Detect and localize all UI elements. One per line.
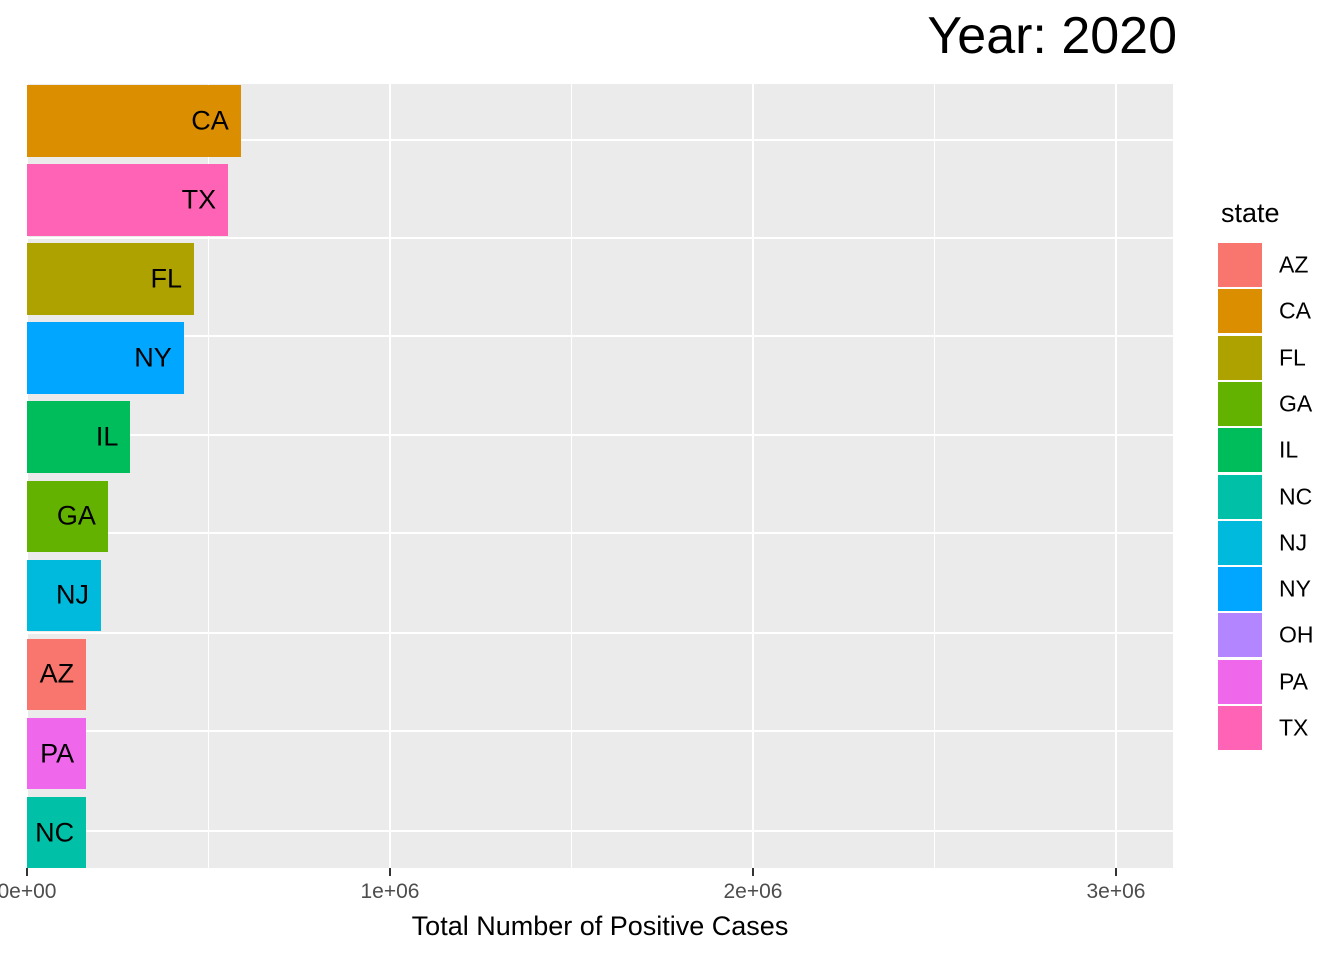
bar-NJ: NJ	[27, 559, 102, 632]
gridline-y-major	[27, 433, 1173, 437]
legend-swatch-GA	[1218, 381, 1262, 426]
legend-label: FL	[1279, 344, 1306, 371]
legend-item-OH: OH	[1200, 613, 1344, 658]
legend-title: state	[1221, 198, 1280, 228]
gridline-x-major	[1114, 84, 1118, 868]
bar-label-TX: TX	[181, 184, 217, 215]
gridline-x-minor	[570, 84, 573, 868]
legend-item-GA: GA	[1200, 381, 1344, 426]
legend-item-FL: FL	[1200, 335, 1344, 380]
legend-item-PA: PA	[1200, 659, 1344, 704]
gridline-y-minor	[27, 730, 1173, 732]
x-tick-mark	[1115, 868, 1117, 876]
gridline-y-minor	[27, 139, 1173, 141]
legend-item-NY: NY	[1200, 567, 1344, 612]
legend-item-IL: IL	[1200, 428, 1344, 473]
legend-label: GA	[1279, 390, 1313, 417]
plot-title: Year: 2020	[927, 7, 1177, 65]
gridline-x-minor	[207, 84, 210, 868]
legend-item-TX: TX	[1200, 706, 1344, 750]
x-tick-mark	[26, 868, 28, 876]
x-tick-mark	[752, 868, 754, 876]
x-tick-label: 0e+00	[0, 880, 57, 903]
legend-swatch-PA	[1218, 659, 1262, 704]
gridline-x-major	[751, 84, 755, 868]
legend-swatch-NY	[1218, 567, 1262, 612]
bar-label-NY: NY	[134, 342, 172, 373]
bar-label-GA: GA	[56, 500, 96, 531]
gridline-y-minor	[27, 532, 1173, 534]
bar-label-PA: PA	[40, 738, 75, 769]
legend-swatch-FL	[1218, 335, 1262, 380]
gridline-x-minor	[933, 84, 936, 868]
legend-swatch-TX	[1218, 706, 1262, 750]
legend-swatch-IL	[1218, 428, 1262, 473]
bar-IL: IL	[27, 401, 131, 473]
bar-label-CA: CA	[191, 105, 229, 136]
bar-label-AZ: AZ	[39, 658, 75, 689]
x-tick-mark	[389, 868, 391, 876]
gridline-y-minor	[27, 335, 1173, 337]
legend-label: IL	[1279, 436, 1299, 463]
legend-item-NJ: NJ	[1200, 520, 1344, 565]
bar-label-NC: NC	[35, 817, 75, 848]
gridline-x-major	[388, 84, 392, 868]
legend: state AZ CA FL GA IL NC NJ NY OH PA TX	[1200, 190, 1344, 760]
x-tick-label: 1e+06	[360, 880, 420, 903]
legend-swatch-AZ	[1218, 243, 1262, 287]
bar-AZ: AZ	[27, 638, 87, 711]
bar-TX: TX	[27, 164, 229, 236]
bar-label-NJ: NJ	[56, 579, 90, 610]
gridline-y-major	[27, 236, 1173, 240]
bar-GA: GA	[27, 480, 108, 552]
gridline-y-major	[27, 631, 1173, 635]
legend-label: NJ	[1279, 529, 1308, 556]
gridline-y-major	[27, 829, 1173, 833]
bar-label-FL: FL	[150, 263, 182, 294]
bar-CA: CA	[27, 85, 241, 157]
legend-label: AZ	[1279, 251, 1309, 278]
bar-PA: PA	[27, 717, 87, 790]
plot-panel: CA TX FL NY IL GA NJ AZ PA NC	[27, 84, 1173, 868]
bar-NY: NY	[27, 322, 184, 394]
legend-label: OH	[1279, 621, 1314, 648]
x-tick-label: 3e+06	[1086, 880, 1146, 903]
legend-swatch-NJ	[1218, 520, 1262, 565]
legend-swatch-OH	[1218, 613, 1262, 658]
bar-NC: NC	[27, 796, 87, 868]
bar-label-IL: IL	[95, 421, 119, 452]
gridline-x-major	[27, 84, 29, 868]
x-axis-title: Total Number of Positive Cases	[411, 911, 789, 941]
legend-label: NC	[1279, 483, 1313, 509]
bar-FL: FL	[27, 243, 194, 315]
legend-label: PA	[1279, 668, 1308, 695]
legend-item-AZ: AZ	[1200, 243, 1344, 287]
legend-item-CA: CA	[1200, 289, 1344, 334]
legend-label: CA	[1279, 297, 1311, 324]
legend-label: NY	[1279, 575, 1311, 602]
legend-label: TX	[1279, 714, 1309, 741]
legend-swatch-NC	[1218, 474, 1262, 519]
legend-swatch-CA	[1218, 289, 1262, 334]
x-tick-label: 2e+06	[723, 880, 783, 903]
legend-item-NC: NC	[1200, 474, 1344, 519]
